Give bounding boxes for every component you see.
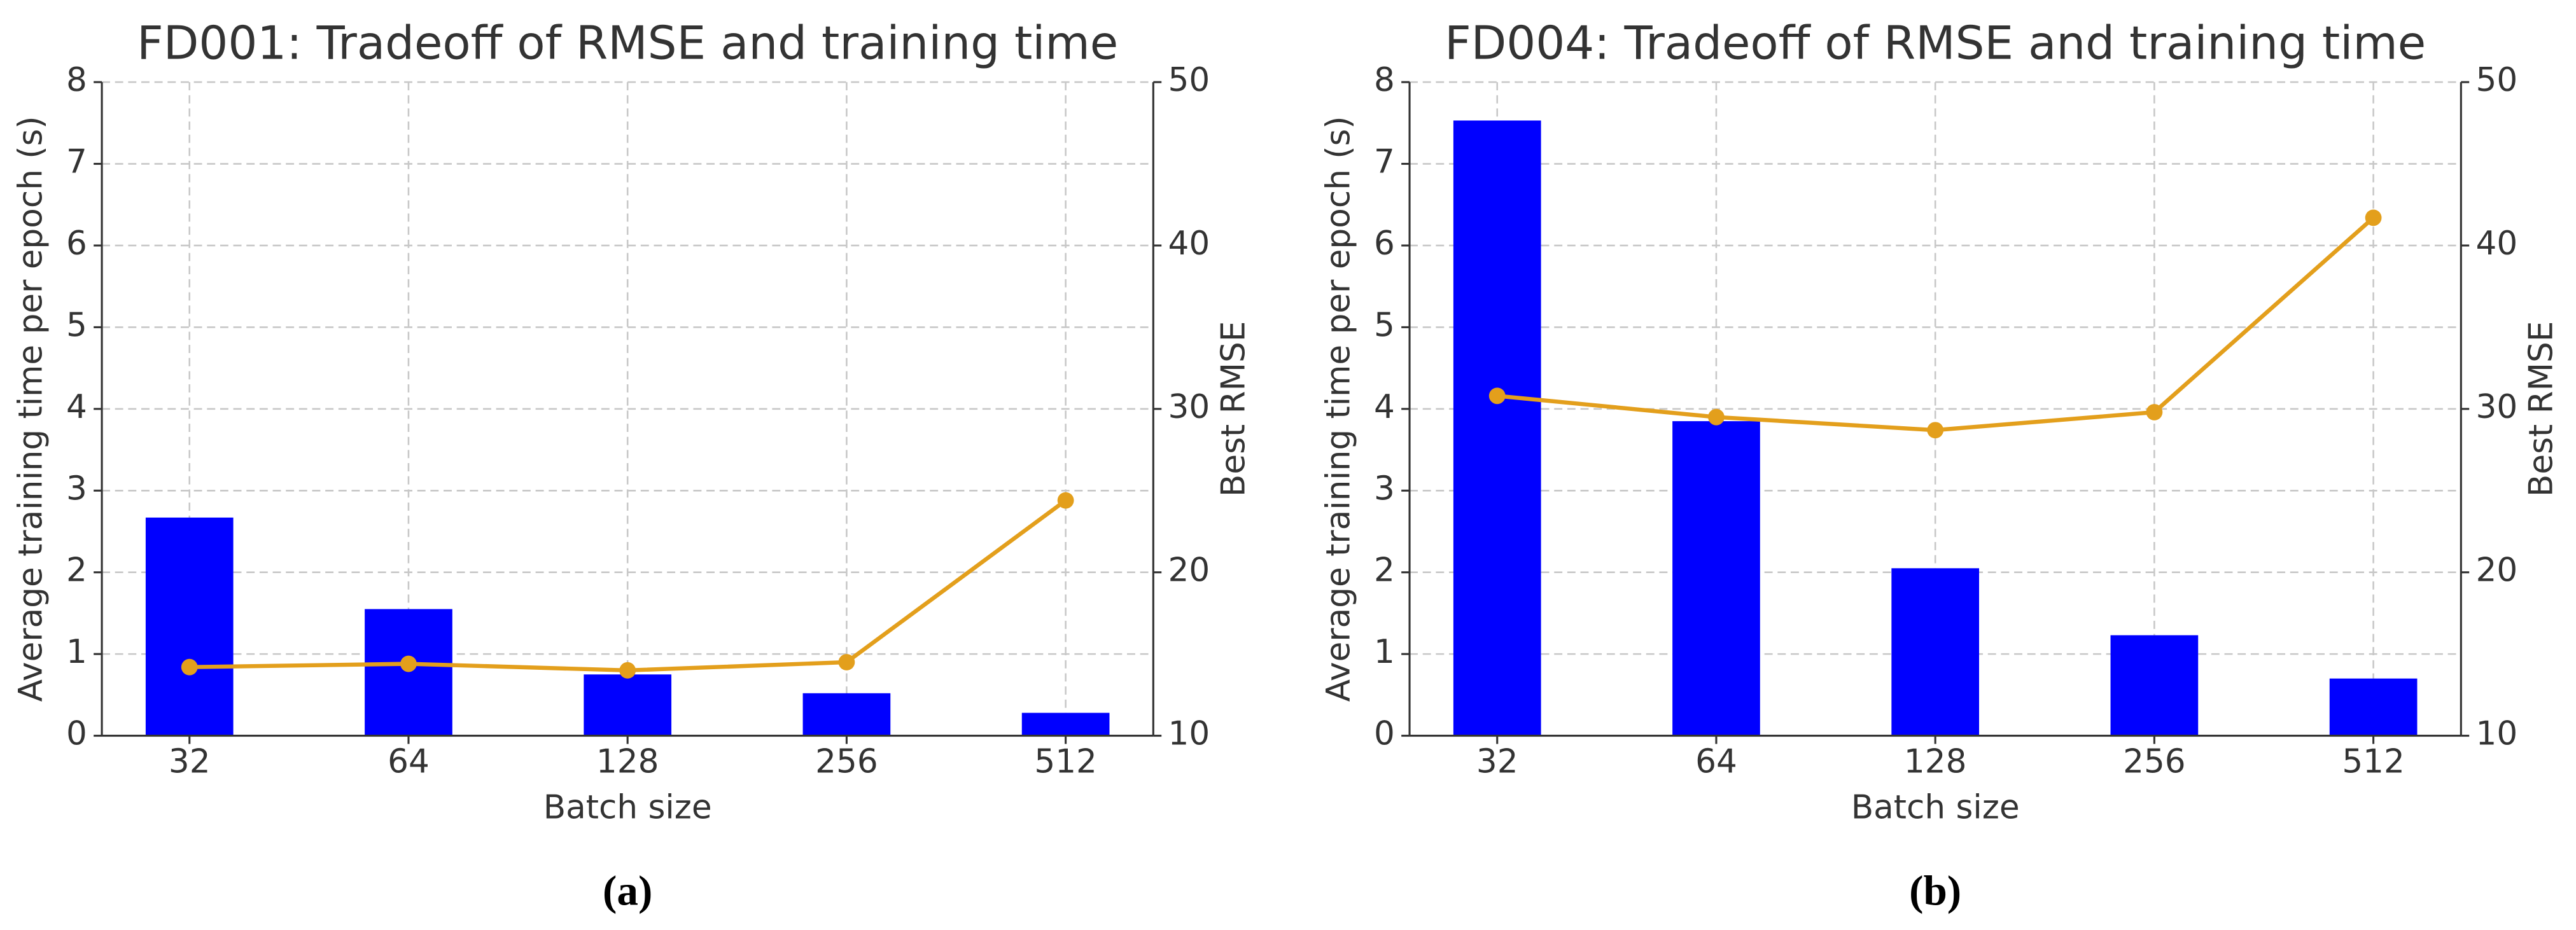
- y-tick-label: 3: [66, 469, 87, 508]
- y-tick-label: 5: [66, 306, 87, 344]
- y-tick-label: 0: [66, 715, 87, 753]
- caption: (a): [603, 866, 652, 914]
- y-tick-label: 6: [66, 225, 87, 263]
- y-tick-label: 1: [66, 633, 87, 671]
- y-tick-label: 6: [1374, 225, 1395, 263]
- line-marker: [838, 654, 855, 670]
- x-tick-label: 32: [169, 742, 211, 781]
- line-marker: [1488, 387, 1506, 405]
- y2-tick-label: 10: [1168, 715, 1210, 753]
- y2-axis-label: Best RMSE: [2522, 321, 2560, 497]
- bar: [1672, 421, 1760, 736]
- y2-tick-label: 40: [2476, 225, 2518, 263]
- x-axis-label: Batch size: [543, 789, 712, 827]
- y-tick-label: 3: [1374, 469, 1395, 508]
- x-tick-label: 512: [2342, 742, 2405, 781]
- y2-tick-label: 30: [2476, 388, 2518, 426]
- y-tick-label: 7: [66, 143, 87, 181]
- caption: (b): [1909, 866, 1961, 914]
- x-tick-label: 256: [815, 742, 878, 781]
- y2-tick-label: 50: [2476, 61, 2518, 99]
- x-tick-label: 32: [1476, 742, 1518, 781]
- y-tick-label: 2: [1374, 552, 1395, 590]
- y-axis-label: Average training time per epoch (s): [12, 116, 50, 702]
- y-axis-label: Average training time per epoch (s): [1320, 116, 1358, 702]
- line-marker: [1708, 408, 1725, 426]
- y2-tick-label: 40: [1168, 225, 1210, 263]
- line-marker: [1057, 492, 1074, 509]
- bar: [802, 693, 891, 736]
- x-tick-label: 256: [2123, 742, 2186, 781]
- x-tick-label: 512: [1034, 742, 1097, 781]
- bar: [1891, 568, 1980, 736]
- bar: [1453, 120, 1541, 736]
- x-tick-label: 128: [596, 742, 659, 781]
- y2-tick-label: 20: [2476, 552, 2518, 590]
- line-marker: [2146, 404, 2163, 420]
- y2-tick-label: 20: [1168, 552, 1210, 590]
- y-tick-label: 4: [66, 388, 87, 426]
- x-tick-label: 64: [1695, 742, 1737, 781]
- y-tick-label: 8: [1374, 61, 1395, 99]
- line-marker: [619, 662, 636, 679]
- chart-title: FD001: Tradeoff of RMSE and training tim…: [137, 17, 1118, 70]
- bar: [365, 609, 452, 736]
- y-tick-label: 7: [1374, 143, 1395, 181]
- bar: [145, 517, 234, 736]
- bar: [2110, 635, 2199, 736]
- y-tick-label: 2: [66, 552, 87, 590]
- bar: [1021, 712, 1110, 736]
- x-tick-label: 128: [1904, 742, 1967, 781]
- line-marker: [2365, 209, 2382, 226]
- line-marker: [400, 655, 417, 672]
- y2-tick-label: 10: [2476, 715, 2518, 753]
- y-tick-label: 5: [1374, 306, 1395, 344]
- y-tick-label: 0: [1374, 715, 1395, 753]
- x-tick-label: 64: [388, 742, 430, 781]
- x-axis-label: Batch size: [1851, 789, 2020, 827]
- y2-tick-label: 30: [1168, 388, 1210, 426]
- y-tick-label: 1: [1374, 633, 1395, 671]
- bar: [584, 674, 672, 736]
- line-marker: [181, 658, 198, 676]
- y-tick-label: 8: [66, 61, 87, 99]
- y-tick-label: 4: [1374, 388, 1395, 426]
- y2-tick-label: 50: [1168, 61, 1210, 99]
- chart-title: FD004: Tradeoff of RMSE and training tim…: [1445, 17, 2426, 70]
- line-marker: [1927, 422, 1944, 439]
- y2-axis-label: Best RMSE: [1214, 321, 1252, 497]
- bar: [2329, 678, 2418, 736]
